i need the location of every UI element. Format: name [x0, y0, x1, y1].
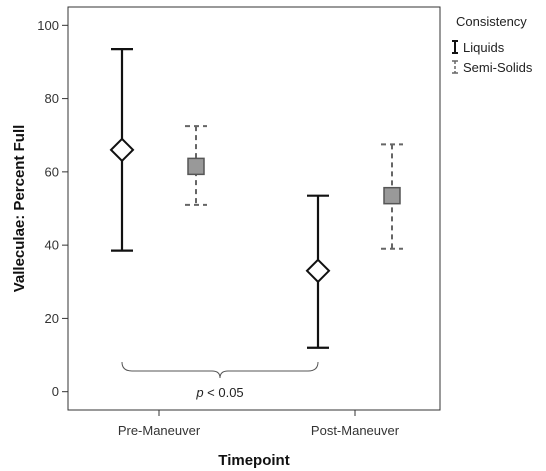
legend-title: Consistency [456, 14, 527, 29]
legend-entries: Liquids Semi-Solids [452, 40, 533, 75]
y-tick-label: 0 [52, 384, 59, 399]
liquids-point-1 [109, 48, 135, 252]
semi-solids-point-1 [185, 125, 207, 206]
significance-threshold: < 0.05 [204, 385, 244, 400]
y-tick-label: 100 [37, 18, 59, 33]
y-tick-label: 40 [45, 238, 59, 253]
significance-bracket [121, 361, 319, 379]
plot-area-border [67, 6, 441, 411]
liquids-mean-marker [109, 137, 135, 163]
y-axis-ticks: 0 20 40 60 80 100 [37, 18, 68, 399]
legend-label: Liquids [463, 40, 505, 55]
liquids-mean-marker [305, 258, 331, 284]
y-tick-label: 60 [45, 164, 59, 179]
semi-solids-point-2 [381, 143, 403, 250]
legend: Consistency Liquids Semi-Solids [452, 14, 533, 75]
semi-solids-mean-marker [383, 186, 401, 205]
liquids-point-2 [305, 194, 331, 349]
significance-label: p < 0.05 [195, 385, 243, 400]
legend-entry-semi-solids: Semi-Solids [452, 60, 533, 75]
semi-solids-mean-marker [187, 157, 205, 176]
significance-p: p [195, 385, 203, 400]
y-tick-label: 20 [45, 311, 59, 326]
legend-entry-liquids: Liquids [452, 40, 505, 55]
plot-frame [67, 6, 441, 411]
x-axis-title: Timepoint [218, 452, 289, 469]
x-tick-label: Post-Maneuver [311, 423, 400, 438]
x-tick-label: Pre-Maneuver [118, 423, 201, 438]
x-axis-ticks: Pre-Maneuver Post-Maneuver [118, 410, 400, 438]
series-layer [109, 48, 403, 349]
significance-annotation: p < 0.05 [121, 361, 319, 400]
y-tick-label: 80 [45, 91, 59, 106]
legend-label: Semi-Solids [463, 60, 533, 75]
y-axis-title: Valleculae: Percent Full [11, 125, 28, 293]
